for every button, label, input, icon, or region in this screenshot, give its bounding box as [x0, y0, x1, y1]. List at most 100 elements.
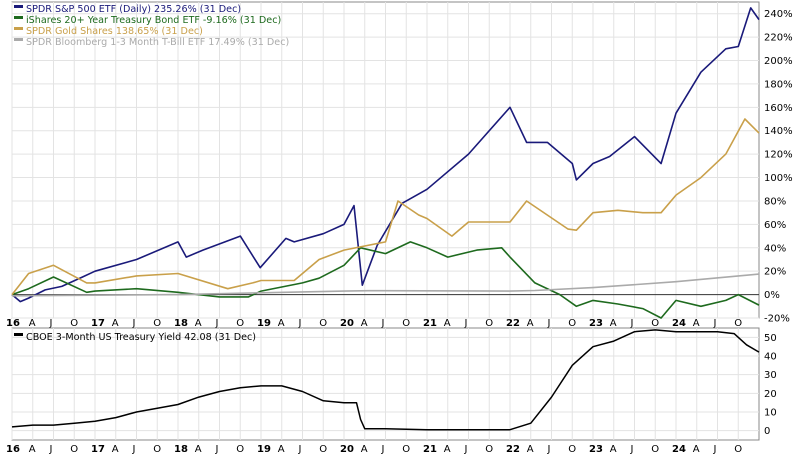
x-tick-label: J — [547, 318, 551, 329]
x-tick-label: A — [361, 444, 368, 455]
x-tick-label: O — [734, 318, 742, 329]
y-tick-label: 180% — [764, 79, 793, 90]
x-tick-label: O — [70, 318, 78, 329]
series-line-3 — [11, 273, 760, 297]
x-tick-label: 20 — [340, 444, 354, 455]
x-tick-label: O — [734, 444, 742, 455]
x-tick-label: A — [527, 444, 534, 455]
legend-label-0: SPDR S&P 500 ETF (Daily) 235.26% (31 Dec… — [26, 4, 241, 15]
x-tick-label: A — [527, 318, 534, 329]
x-tick-label: O — [402, 444, 410, 455]
x-tick-label: J — [630, 444, 634, 455]
x-tick-label: A — [29, 444, 36, 455]
x-tick-label: 16 — [6, 318, 20, 329]
y-tick-label: 60% — [764, 220, 786, 231]
y-tick-label: 240% — [764, 9, 793, 20]
x-tick-label: O — [236, 318, 244, 329]
series-line-0 — [11, 7, 760, 303]
x-tick-label: 22 — [506, 318, 520, 329]
x-tick-label: J — [713, 318, 717, 329]
x-tick-label: A — [112, 318, 119, 329]
x-tick-label: O — [485, 444, 493, 455]
y-tick-label: -20% — [764, 314, 790, 325]
x-tick-label: A — [361, 318, 368, 329]
x-tick-label: 18 — [174, 444, 188, 455]
x-tick-label: A — [278, 444, 285, 455]
x-tick-label: J — [298, 444, 302, 455]
x-tick-label: O — [319, 444, 327, 455]
x-tick-label: 22 — [506, 444, 520, 455]
x-tick-label: O — [319, 318, 327, 329]
x-tick-label: O — [70, 444, 78, 455]
y-tick-label: 20% — [764, 267, 786, 278]
x-tick-label: A — [195, 318, 202, 329]
x-tick-label: 23 — [589, 444, 603, 455]
x-tick-label: O — [568, 444, 576, 455]
legend-swatch-1 — [14, 16, 23, 19]
x-tick-label: J — [215, 318, 219, 329]
x-tick-label: 19 — [257, 318, 271, 329]
series-line-0 — [11, 329, 760, 431]
y-tick-label: 10 — [764, 408, 777, 419]
y-tick-label: 140% — [764, 126, 793, 137]
x-tick-label: J — [132, 444, 136, 455]
series-line-1 — [11, 241, 760, 319]
x-tick-label: J — [713, 444, 717, 455]
x-tick-label: A — [693, 318, 700, 329]
x-tick-label: O — [485, 318, 493, 329]
y-tick-label: 0 — [764, 426, 770, 437]
series-line-2 — [11, 118, 760, 296]
x-tick-label: J — [464, 444, 468, 455]
x-tick-label: A — [112, 444, 119, 455]
x-tick-label: O — [651, 444, 659, 455]
y-tick-label: 50 — [764, 333, 777, 344]
y-tick-label: 20 — [764, 389, 777, 400]
x-tick-label: O — [153, 318, 161, 329]
x-tick-label: J — [630, 318, 634, 329]
x-tick-label: A — [195, 444, 202, 455]
legend-swatch-0 — [14, 333, 23, 336]
x-tick-label: 17 — [91, 444, 105, 455]
x-tick-label: 24 — [672, 318, 686, 329]
legend-label-2: SPDR Gold Shares 138.65% (31 Dec) — [26, 26, 203, 37]
x-tick-label: A — [693, 444, 700, 455]
x-tick-label: J — [49, 444, 53, 455]
legend-swatch-2 — [14, 27, 23, 30]
x-tick-label: O — [568, 318, 576, 329]
x-tick-label: J — [49, 318, 53, 329]
x-tick-label: 19 — [257, 444, 271, 455]
x-tick-label: 21 — [423, 318, 437, 329]
legend-swatch-0 — [14, 5, 23, 8]
y-tick-label: 40% — [764, 243, 786, 254]
y-tick-label: 30 — [764, 370, 777, 381]
x-tick-label: J — [381, 444, 385, 455]
x-tick-label: A — [444, 318, 451, 329]
x-tick-label: A — [278, 318, 285, 329]
x-tick-label: J — [547, 444, 551, 455]
x-tick-label: 16 — [6, 444, 20, 455]
x-tick-label: 17 — [91, 318, 105, 329]
y-tick-label: 220% — [764, 33, 793, 44]
y-tick-label: 0% — [764, 290, 780, 301]
x-tick-label: O — [402, 318, 410, 329]
x-tick-label: A — [444, 444, 451, 455]
x-tick-label: 18 — [174, 318, 188, 329]
legend-label-3: SPDR Bloomberg 1-3 Month T-Bill ETF 17.4… — [26, 37, 289, 48]
x-tick-label: A — [610, 318, 617, 329]
y-tick-label: 160% — [764, 103, 793, 114]
y-tick-label: 40 — [764, 352, 777, 363]
x-tick-label: J — [464, 318, 468, 329]
x-tick-label: O — [651, 318, 659, 329]
legend-swatch-3 — [14, 38, 23, 41]
x-tick-label: A — [610, 444, 617, 455]
y-tick-label: 100% — [764, 173, 793, 184]
x-tick-label: 20 — [340, 318, 354, 329]
x-tick-label: J — [132, 318, 136, 329]
legend-label-0: CBOE 3-Month US Treasury Yield 42.08 (31… — [26, 332, 256, 343]
x-tick-label: O — [236, 444, 244, 455]
x-tick-label: O — [153, 444, 161, 455]
x-tick-label: 21 — [423, 444, 437, 455]
x-tick-label: A — [29, 318, 36, 329]
